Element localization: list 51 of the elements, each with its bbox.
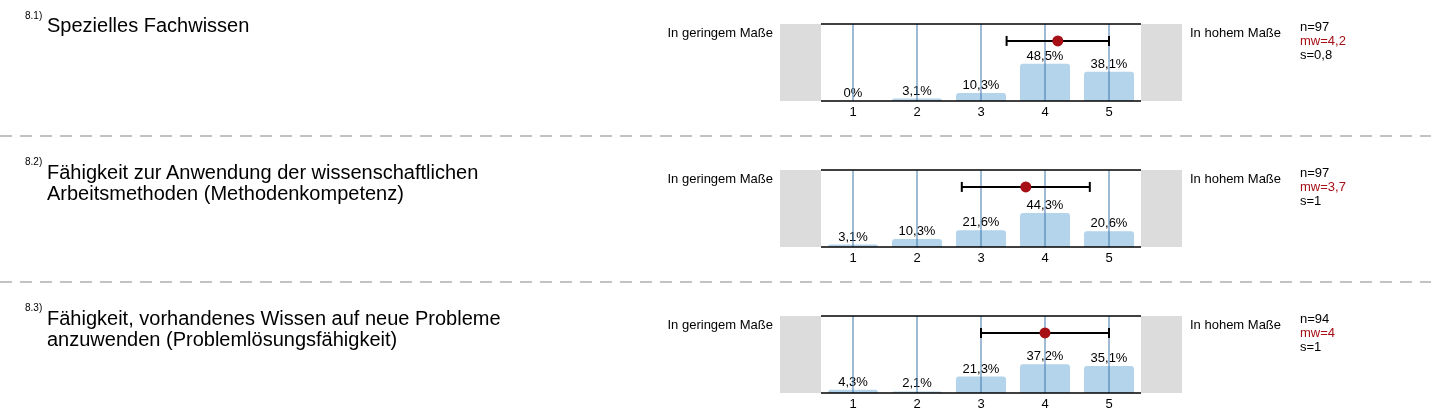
text: 8.2): [25, 156, 43, 167]
x-tick-label: 4: [1041, 104, 1049, 119]
text: mw=4,2: [1300, 33, 1346, 48]
text: s=1: [1300, 193, 1322, 208]
data-label: 21,3%: [962, 360, 1000, 376]
text: Fähigkeit zur Anwendung der wissenschaftlichen Arbeitsmethoden (Methodenkompetenz): [47, 161, 479, 204]
data-label: 38,1%: [1090, 55, 1128, 71]
x-tick-label: 4: [1041, 250, 1049, 265]
data-label: 3,1%: [838, 228, 869, 244]
x-tick-label: 5: [1105, 250, 1113, 265]
text: s=0,8: [1300, 47, 1333, 62]
x-tick-label: 5: [1105, 396, 1113, 410]
data-label: 37,2%: [1026, 348, 1064, 364]
text: n=94: [1300, 311, 1330, 326]
data-label: 10,3%: [898, 223, 936, 239]
x-tick-label: 3: [977, 250, 985, 265]
text: In geringem Maße: [667, 25, 773, 40]
text: Fähigkeit, vorhandenes Wissen auf neue Probleme anzuwenden (Problemlösungsfähigkeit): [47, 307, 501, 350]
data-label: 4,3%: [838, 373, 869, 389]
x-tick-label: 1: [849, 250, 857, 265]
data-label: 21,6%: [962, 214, 1000, 230]
x-tick-label: 1: [849, 104, 857, 119]
text: Spezielles Fachwissen: [47, 14, 250, 36]
x-tick-label: 2: [913, 104, 921, 119]
text: mw=3,7: [1300, 179, 1346, 194]
data-label: 48,5%: [1026, 47, 1064, 63]
x-tick-label: 4: [1041, 396, 1049, 410]
data-label: 20,6%: [1090, 215, 1128, 231]
text: In hohem Maße: [1190, 25, 1282, 40]
x-tick-label: 3: [977, 396, 985, 410]
text: In hohem Maße: [1190, 171, 1282, 186]
text: mw=4: [1300, 325, 1336, 340]
data-label: 3,1%: [902, 82, 933, 98]
data-label: 2,1%: [902, 375, 933, 391]
text: n=97: [1300, 19, 1330, 34]
data-label: 0%: [843, 85, 863, 100]
data-label: 10,3%: [962, 77, 1000, 93]
x-tick-label: 1: [849, 396, 857, 410]
x-tick-label: 2: [913, 396, 921, 410]
x-tick-label: 5: [1105, 104, 1113, 119]
data-label: 35,1%: [1090, 349, 1128, 365]
x-tick-label: 2: [913, 250, 921, 265]
text: s=1: [1300, 339, 1322, 354]
text: In geringem Maße: [667, 171, 773, 186]
x-tick-label: 3: [977, 104, 985, 119]
text: In hohem Maße: [1190, 317, 1282, 332]
text: n=97: [1300, 165, 1330, 180]
text: 8.3): [25, 302, 43, 313]
text: In geringem Maße: [667, 317, 773, 332]
data-label: 44,3%: [1026, 196, 1064, 212]
text: 8.1): [25, 10, 43, 21]
